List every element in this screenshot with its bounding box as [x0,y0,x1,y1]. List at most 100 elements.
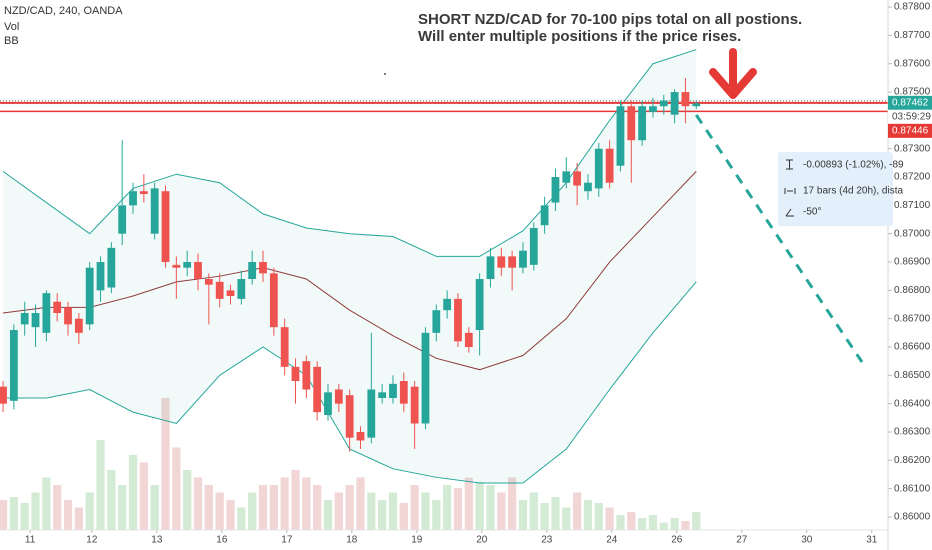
indicator-label: BB [4,35,19,47]
candle-body [161,191,170,263]
icon [784,188,796,194]
candle-body [540,205,549,226]
volume-bar [518,500,528,530]
candle-body [0,386,7,404]
candle-body [464,332,473,348]
volume-bar [161,398,170,530]
countdown-box [888,109,932,124]
back-layer [0,49,701,530]
volume-bar [172,447,181,530]
y-tick-label: 0.86500 [894,370,931,381]
candle-body [475,279,484,331]
candle-body [74,318,83,333]
volume-bar [226,500,235,530]
candle-body [399,380,408,404]
volume-bar [670,518,679,530]
candle-body [638,106,647,141]
icon [786,159,793,170]
indicator-label: Vol [4,21,19,33]
volume-bar [583,500,593,530]
volume-bar [681,521,690,530]
volume-bar [399,503,408,530]
volume-bar [96,440,105,530]
candle-body [670,92,679,115]
candle-body [150,188,159,234]
band-upper [2,49,697,257]
y-tick-label: 0.86000 [894,512,931,523]
volume-bar [269,485,278,530]
volume-bar [334,492,343,530]
y-tick-label: 0.86800 [894,285,931,296]
volume-bar [183,470,192,530]
x-tick-label: 23 [541,535,553,546]
y-tick-label: 0.86700 [894,313,931,324]
volume-bar [74,507,83,530]
y-tick-label: 0.87000 [894,228,931,239]
x-tick-label: 17 [281,535,293,546]
candle-body [248,262,257,280]
line-price-label: 0.87446 [892,125,929,136]
volume-bar [107,470,116,530]
x-tick-label: 30 [801,535,813,546]
candle-body [280,327,289,367]
candle-body [573,171,582,186]
candle-body [681,92,690,107]
candle-body [389,383,397,398]
volume-bar [150,485,159,530]
measure-text: 17 bars (4d 20h), dista [803,186,903,197]
y-tick-label: 0.86300 [894,427,931,438]
volume-bar [388,492,398,530]
volume-bar [128,455,138,530]
volume-bar [291,470,300,530]
volume-bar [378,500,387,530]
volume-bar [648,515,658,530]
volume-bar [313,485,322,530]
volume-bar [258,485,268,530]
main-layer [0,77,888,452]
volume-bar [508,477,517,530]
x-tick-label: 13 [151,535,163,546]
annotation: SHORT NZD/CAD for 70-100 pips total on a… [418,11,802,28]
candle-body [194,262,202,280]
volume-bar [573,492,582,530]
x-tick-label: 12 [86,535,98,546]
candle-body [649,106,657,112]
volume-bar [345,485,354,530]
y-tick-label: 0.87800 [894,2,931,13]
candle-body [226,290,235,297]
x-tick-label: 19 [411,535,423,546]
candle-body [508,256,517,268]
volume-bar [497,492,506,530]
line-price-box [888,123,932,138]
volume-bar [453,488,463,530]
volume-bar [302,477,311,530]
volume-bar [237,507,246,530]
volume-bar [605,507,614,530]
annotation: Will enter multiple positions if the pri… [418,28,741,45]
price-labels: 0.87462 03:59:29 0.87446 [888,95,932,138]
candle-body [616,106,625,166]
volume-bar [9,497,18,530]
volume-bar [367,492,376,530]
candle-body [367,389,376,438]
y-tick-label: 0.87300 [894,143,931,154]
candle-body [172,264,181,268]
measure-box: -0.00893 (-1.02%), -89 17 bars (4d 20h),… [778,152,904,226]
candle-body [605,148,614,183]
down-arrow [709,48,757,99]
volume-bar [31,492,40,530]
candle-body [85,267,94,325]
candle-body [291,366,300,381]
y-tick-label: 0.87200 [894,172,931,183]
candle-body [410,386,419,424]
volume-bar [616,515,625,530]
volume-bar [323,500,333,530]
candle-body [562,171,571,183]
icon [785,208,794,217]
y-tick-label: 0.86600 [894,342,931,353]
arrow-head [709,68,757,99]
candle-body [20,313,29,325]
volume-bar [20,503,29,530]
countdown-label: 03:59:29 [892,111,931,122]
candle-body [378,392,387,398]
